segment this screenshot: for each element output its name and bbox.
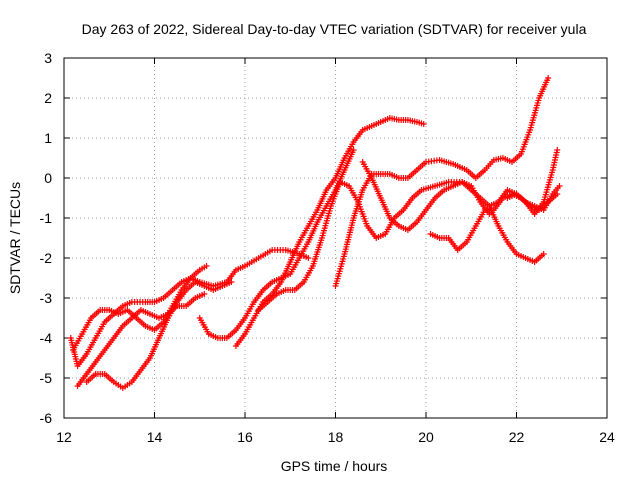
data-point: [540, 251, 547, 257]
x-tick-label: 18: [328, 429, 344, 445]
x-tick-label: 16: [237, 429, 253, 445]
y-tick-label: 1: [44, 130, 52, 146]
series-trace-6: [232, 115, 427, 349]
series-trace-3: [74, 291, 208, 389]
data-points: [67, 75, 563, 391]
data-point: [420, 121, 427, 127]
x-tick-label: 22: [509, 429, 525, 445]
data-point: [203, 263, 210, 269]
y-tick-label: -1: [40, 210, 53, 226]
y-tick-label: -3: [40, 290, 53, 306]
y-tick-label: 0: [44, 170, 52, 186]
x-tick-label: 12: [56, 429, 72, 445]
y-tick-label: -2: [40, 250, 53, 266]
series-trace-9: [359, 159, 547, 265]
data-point: [350, 147, 357, 153]
chart-title: Day 263 of 2022, Sidereal Day-to-day VTE…: [82, 21, 587, 37]
series-trace-8: [332, 75, 552, 289]
x-tick-label: 14: [147, 429, 163, 445]
series-trace-4: [83, 279, 235, 391]
data-point: [305, 255, 312, 261]
data-point: [201, 291, 208, 297]
data-point: [554, 147, 561, 153]
y-tick-label: -4: [40, 330, 53, 346]
series-trace-7: [255, 179, 493, 313]
data-point: [556, 183, 563, 189]
y-tick-label: 2: [44, 90, 52, 106]
series-trace-5: [196, 147, 357, 341]
y-tick-label: 3: [44, 50, 52, 66]
y-axis-label: SDTVAR / TECUs: [7, 182, 23, 294]
data-point: [545, 75, 552, 81]
y-tick-label: -6: [40, 410, 53, 426]
data-point: [228, 279, 235, 285]
x-tick-label: 20: [418, 429, 434, 445]
x-axis-label: GPS time / hours: [281, 458, 388, 474]
plot-frame: [63, 57, 608, 419]
x-tick-label: 24: [599, 429, 615, 445]
y-tick-label: -5: [40, 370, 53, 386]
series-trace-12: [504, 183, 563, 213]
grid: [64, 58, 607, 418]
